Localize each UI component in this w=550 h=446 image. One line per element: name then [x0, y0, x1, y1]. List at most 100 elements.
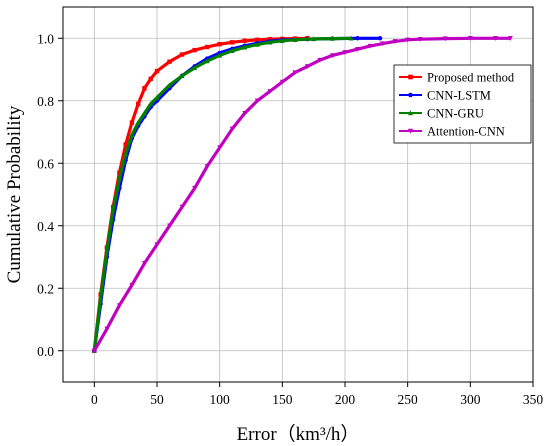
x-tick-label: 350: [523, 392, 544, 407]
series-marker: [348, 35, 354, 41]
series-marker: [380, 41, 386, 47]
y-tick-label: 0.2: [37, 281, 54, 296]
series-marker: [154, 242, 160, 248]
x-axis-label: Error（km³/h）: [237, 423, 360, 445]
series-marker: [408, 74, 413, 80]
series-marker: [148, 76, 153, 82]
y-tick-label: 0.6: [37, 156, 54, 171]
series-marker: [167, 223, 172, 229]
legend-label: Proposed method: [427, 71, 515, 85]
series-marker: [98, 294, 104, 300]
series-marker: [129, 120, 135, 125]
series-marker: [255, 37, 260, 43]
series-marker: [229, 126, 235, 132]
series-marker: [267, 39, 273, 45]
series-marker: [492, 36, 498, 41]
x-tick-label: 0: [91, 392, 98, 407]
legend: Proposed method CNN-LSTM CNN-GRU Attention-…: [393, 64, 532, 144]
series-marker: [292, 70, 298, 76]
series-attention-cnn: [91, 36, 513, 354]
series-marker: [142, 86, 147, 91]
plot-frame: [62, 6, 534, 383]
series-marker: [355, 36, 360, 41]
legend-label: CNN-GRU: [427, 107, 484, 121]
series-marker: [442, 36, 448, 42]
y-tick-label: 0.8: [37, 94, 54, 109]
series-marker: [267, 89, 273, 95]
series-marker: [154, 68, 160, 74]
series-marker: [229, 48, 235, 53]
series-marker: [204, 58, 210, 64]
series-marker: [123, 151, 129, 157]
series-marker: [279, 79, 285, 85]
series-marker: [142, 261, 147, 266]
series-marker: [377, 36, 383, 41]
series-marker: [91, 348, 97, 354]
series-lines: [91, 35, 513, 354]
series-marker: [167, 82, 172, 88]
series-marker: [217, 52, 223, 58]
y-tick-label: 0.0: [37, 344, 54, 359]
series-marker: [367, 43, 373, 49]
series-marker: [392, 39, 398, 45]
series-marker: [129, 282, 135, 288]
y-tick-label: 1.0: [37, 31, 54, 46]
series-marker: [242, 44, 248, 50]
series-marker: [254, 41, 260, 47]
series-marker: [342, 50, 348, 55]
series-marker: [154, 94, 160, 100]
series-marker: [167, 59, 172, 64]
x-tick-label: 100: [210, 392, 231, 407]
series-marker: [142, 110, 147, 116]
series-marker: [179, 204, 185, 210]
series-marker: [330, 53, 335, 59]
y-tick-label: 0.4: [37, 219, 54, 234]
series-marker: [135, 119, 141, 125]
series-marker: [104, 248, 110, 253]
series-marker: [148, 101, 154, 107]
series-marker: [230, 40, 235, 45]
x-tick-label: 150: [272, 392, 293, 407]
series-marker: [217, 41, 222, 47]
series-marker: [355, 46, 360, 52]
series-marker: [330, 35, 335, 41]
series-marker: [407, 128, 414, 134]
series-marker: [204, 164, 210, 170]
series-marker: [311, 36, 317, 42]
x-tick-label: 250: [398, 392, 419, 407]
series-marker: [192, 47, 197, 53]
series-marker: [179, 52, 185, 57]
series-marker: [408, 92, 413, 98]
series-marker: [407, 110, 414, 116]
series-marker: [129, 132, 135, 138]
series-marker: [254, 98, 260, 104]
series-marker: [179, 73, 185, 78]
series-marker: [405, 37, 411, 43]
series-marker: [136, 101, 141, 107]
series-marker: [192, 186, 198, 191]
series-marker: [242, 111, 248, 116]
x-tick-label: 200: [335, 392, 356, 407]
x-tick-label: 50: [150, 392, 164, 407]
series-marker: [279, 38, 285, 43]
series-marker: [104, 326, 110, 332]
legend-label: CNN-LSTM: [427, 89, 491, 103]
series-marker: [110, 207, 116, 213]
series-marker: [242, 38, 247, 43]
series-marker: [217, 145, 223, 151]
series-marker: [317, 57, 323, 63]
legend-label: Attention-CNN: [427, 125, 505, 139]
y-axis-label: Cumulative Probability: [4, 105, 25, 283]
series-marker: [304, 64, 310, 70]
series-marker: [123, 142, 128, 147]
series-marker: [292, 37, 298, 43]
series-marker: [204, 44, 210, 50]
series-cnn-gru: [91, 35, 354, 353]
series-marker: [116, 176, 122, 182]
series-marker: [417, 36, 423, 42]
series-marker: [467, 36, 473, 41]
x-tick-label: 300: [460, 392, 481, 407]
series-marker: [116, 303, 122, 309]
series-marker: [508, 36, 513, 41]
